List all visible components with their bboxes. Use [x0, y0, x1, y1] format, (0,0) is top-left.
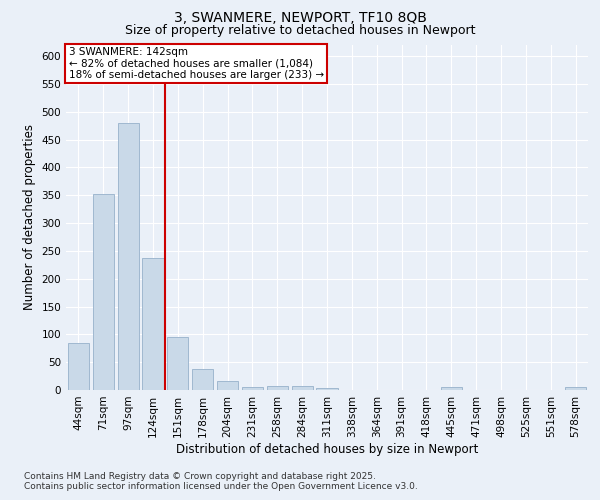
Text: Size of property relative to detached houses in Newport: Size of property relative to detached ho… [125, 24, 475, 37]
X-axis label: Distribution of detached houses by size in Newport: Distribution of detached houses by size … [176, 442, 478, 456]
Bar [316, 388, 338, 390]
Text: 3 SWANMERE: 142sqm
← 82% of detached houses are smaller (1,084)
18% of semi-deta: 3 SWANMERE: 142sqm ← 82% of detached hou… [68, 46, 324, 80]
Bar [167, 336, 188, 390]
Bar [565, 387, 586, 390]
Y-axis label: Number of detached properties: Number of detached properties [23, 124, 36, 310]
Text: Contains HM Land Registry data © Crown copyright and database right 2025.
Contai: Contains HM Land Registry data © Crown c… [24, 472, 418, 491]
Bar [93, 194, 114, 390]
Bar [118, 123, 139, 390]
Bar [441, 387, 462, 390]
Bar [192, 370, 213, 390]
Text: 3, SWANMERE, NEWPORT, TF10 8QB: 3, SWANMERE, NEWPORT, TF10 8QB [173, 11, 427, 25]
Bar [267, 386, 288, 390]
Bar [217, 381, 238, 390]
Bar [142, 258, 164, 390]
Bar [242, 386, 263, 390]
Bar [68, 342, 89, 390]
Bar [292, 386, 313, 390]
